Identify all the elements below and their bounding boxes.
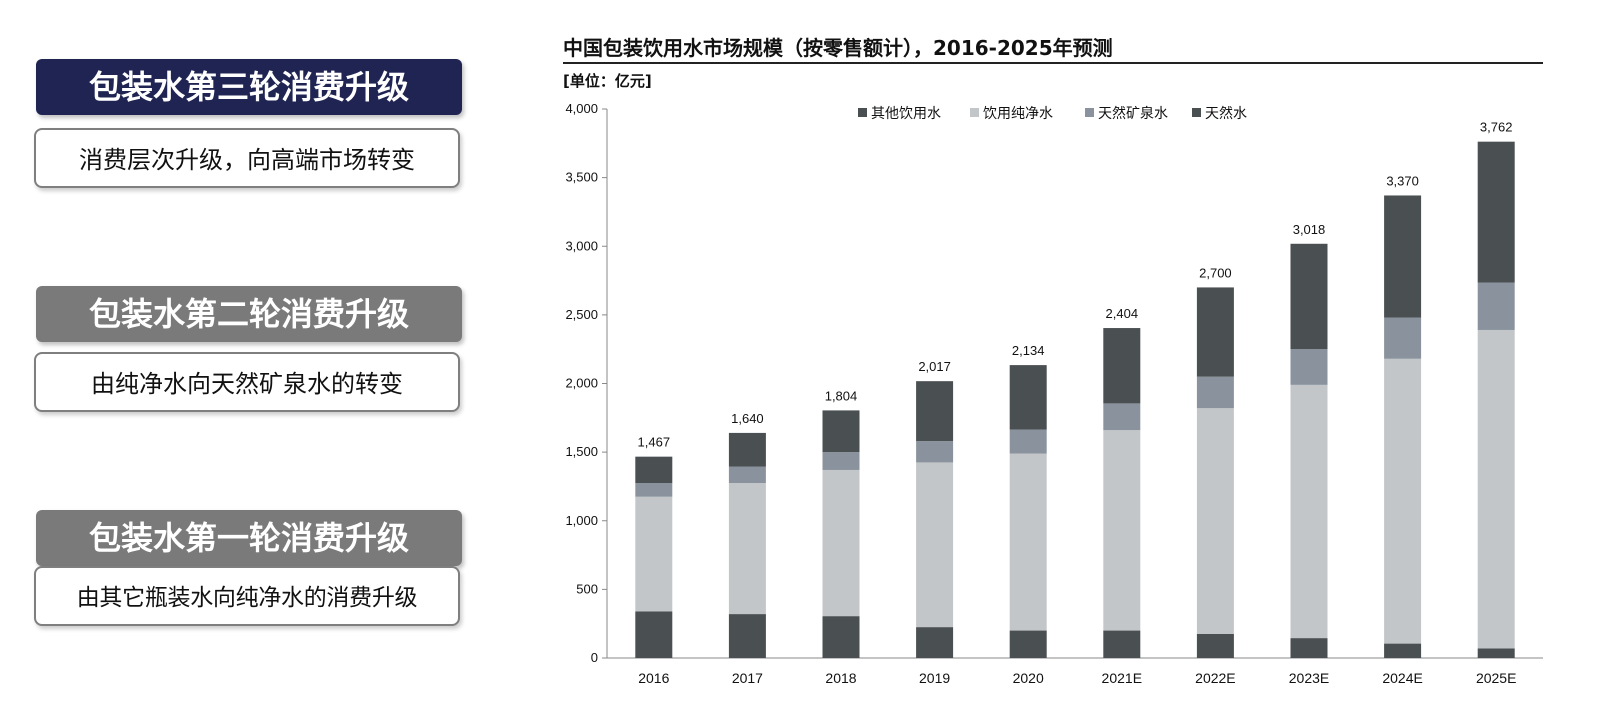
x-tick-label: 2024E xyxy=(1382,670,1422,686)
bar-segment xyxy=(1196,376,1234,409)
stage-1-description: 由其它瓶装水向纯净水的消费升级 xyxy=(34,566,460,626)
legend-swatch xyxy=(970,108,979,117)
y-tick-label: 2,500 xyxy=(565,307,598,322)
bar-segment xyxy=(1103,630,1141,658)
x-tick-label: 2025E xyxy=(1476,670,1516,686)
bar-segment xyxy=(916,627,954,658)
bar-segment xyxy=(635,456,673,484)
total-label: 3,018 xyxy=(1293,222,1326,237)
bar-segment xyxy=(1477,648,1515,658)
bar-segment xyxy=(1477,141,1515,283)
legend-swatch xyxy=(858,108,867,117)
total-label: 1,804 xyxy=(825,388,858,403)
bar-segment xyxy=(1196,633,1234,658)
x-tick-label: 2021E xyxy=(1102,670,1142,686)
legend-label: 其他饮用水 xyxy=(871,105,941,121)
total-label: 2,017 xyxy=(918,359,951,374)
bar-segment xyxy=(1196,287,1234,377)
y-tick-label: 500 xyxy=(576,581,598,596)
bar-segment xyxy=(1103,430,1141,631)
x-tick-label: 2016 xyxy=(638,670,669,686)
y-tick-label: 1,500 xyxy=(565,444,598,459)
bar-segment xyxy=(1290,243,1328,350)
legend-label: 天然矿泉水 xyxy=(1098,105,1168,121)
y-tick-label: 3,500 xyxy=(565,170,598,185)
bar-segment xyxy=(1103,328,1141,404)
stage-2-header: 包装水第二轮消费升级 xyxy=(36,286,462,342)
bar-segment xyxy=(1009,630,1047,658)
stacked-bar-chart: 0 500 1,000 1,500 2,000 2,500 3,000 3,500 4,000 2… xyxy=(565,101,1543,686)
total-label: 2,404 xyxy=(1106,306,1139,321)
unit-label: [单位：亿元] xyxy=(563,72,652,90)
bar-segment xyxy=(1009,453,1047,631)
legend-label: 饮用纯净水 xyxy=(983,105,1053,121)
bar-segment xyxy=(1290,349,1328,385)
bar-segment xyxy=(822,616,860,658)
bar-segment xyxy=(1196,408,1234,634)
bar-segment xyxy=(1477,329,1515,649)
bar-segment xyxy=(822,452,860,470)
bar-segment xyxy=(916,441,954,463)
y-tick-label: 3,000 xyxy=(565,238,598,253)
legend-label: 天然水 xyxy=(1205,105,1247,121)
bar-segment xyxy=(635,483,673,497)
bar-segment xyxy=(916,462,954,628)
bar-segment xyxy=(1290,384,1328,639)
bar-segment xyxy=(916,381,954,442)
x-tick-label: 2023E xyxy=(1289,670,1329,686)
x-tick-label: 2018 xyxy=(825,670,856,686)
bar-segment xyxy=(822,469,860,617)
bar-segment xyxy=(1103,403,1141,431)
bar-segment xyxy=(1290,638,1328,658)
bar-segment xyxy=(1384,195,1422,318)
y-tick-label: 0 xyxy=(591,650,598,665)
chart-title: 中国包装饮用水市场规模（按零售额计），2016-2025年预测 xyxy=(563,36,1113,60)
total-label: 2,134 xyxy=(1012,343,1045,358)
bar-segment xyxy=(728,614,766,658)
y-tick-label: 1,000 xyxy=(565,513,598,528)
bar-segment xyxy=(822,410,860,453)
x-tick-label: 2020 xyxy=(1013,670,1044,686)
title-divider xyxy=(563,62,1543,64)
bar-segment xyxy=(1009,365,1047,430)
stage-3-header: 包装水第三轮消费升级 xyxy=(36,59,462,115)
x-tick-label: 2019 xyxy=(919,670,950,686)
y-tick-label: 4,000 xyxy=(565,101,598,116)
total-label: 3,762 xyxy=(1480,120,1513,135)
x-tick-label: 2017 xyxy=(732,670,763,686)
total-label: 3,370 xyxy=(1386,173,1419,188)
total-label: 2,700 xyxy=(1199,265,1232,280)
legend-swatch xyxy=(1085,108,1094,117)
bar-segment xyxy=(728,466,766,484)
bar-segment xyxy=(1009,429,1047,454)
y-tick-label: 2,000 xyxy=(565,376,598,391)
legend-swatch xyxy=(1192,108,1201,117)
stage-2-description: 由纯净水向天然矿泉水的转变 xyxy=(34,352,460,412)
x-tick-label: 2022E xyxy=(1195,670,1235,686)
bar-segment xyxy=(1384,358,1422,644)
bar-segment xyxy=(1384,643,1422,658)
bar-segment xyxy=(1384,317,1422,359)
stage-1-header: 包装水第一轮消费升级 xyxy=(36,510,462,566)
stage-3-description: 消费层次升级，向高端市场转变 xyxy=(34,128,460,188)
total-label: 1,640 xyxy=(731,411,764,426)
bar-segment xyxy=(728,432,766,467)
total-label: 1,467 xyxy=(638,435,671,450)
bar-segment xyxy=(635,611,673,658)
bar-segment xyxy=(1477,282,1515,330)
bar-segment xyxy=(728,483,766,615)
bar-segment xyxy=(635,496,673,612)
